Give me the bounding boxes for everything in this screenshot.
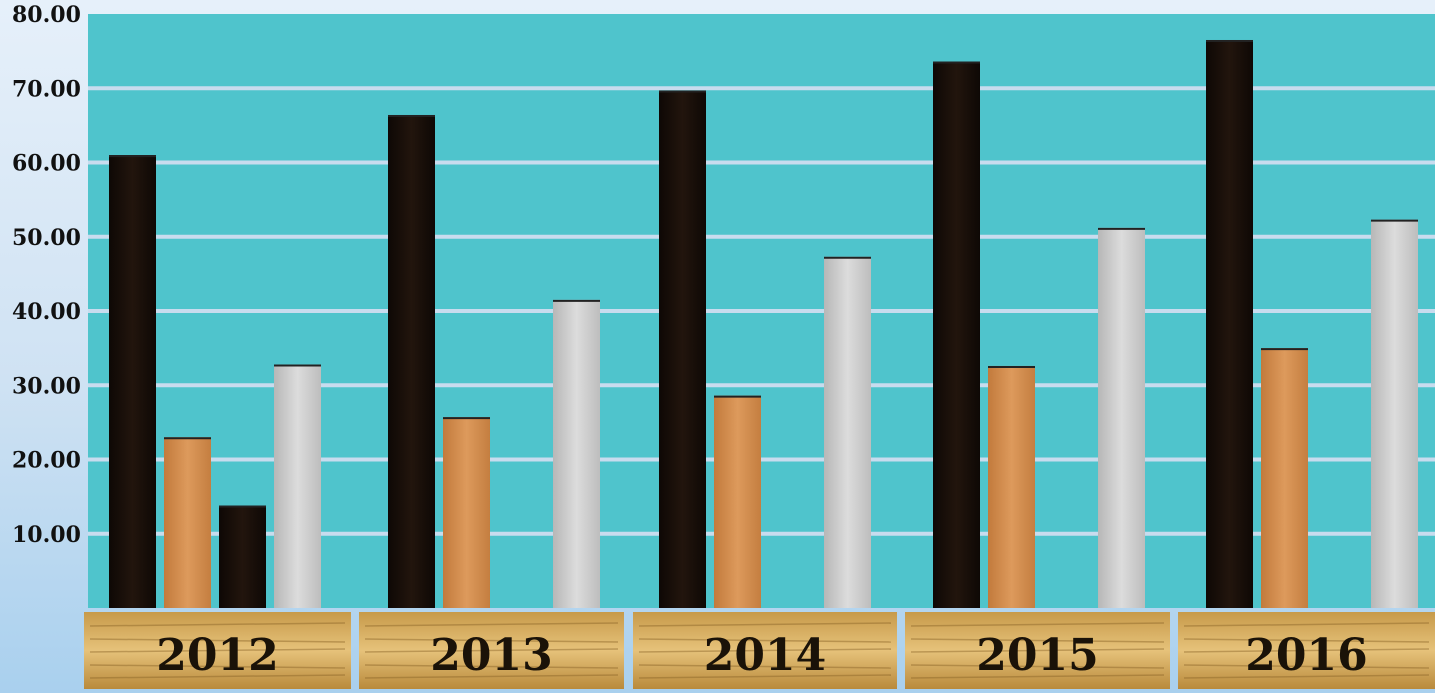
- x-axis-labels: 2012 2013 2014 2015 2016: [84, 612, 1435, 689]
- bar-2012-s2: [164, 437, 211, 608]
- wood-grain: [364, 648, 619, 653]
- wood-grain: [1183, 622, 1430, 627]
- bar-2012-s1: [109, 155, 156, 608]
- x-category-label: 2015: [976, 630, 1098, 681]
- wood-grain: [1183, 664, 1430, 669]
- bar-2013-s1: [388, 114, 435, 608]
- wood-grain: [638, 638, 892, 643]
- wood-grain: [364, 664, 619, 669]
- bar-2015-s4: [1098, 227, 1145, 608]
- y-tick-label: 50.00: [12, 225, 81, 251]
- bar-2012-s3: [219, 505, 266, 608]
- x-category-label: 2012: [156, 630, 278, 681]
- bar-2012-s4: [274, 364, 321, 608]
- wood-grain: [638, 622, 892, 627]
- wood-grain: [364, 638, 619, 643]
- y-tick-label: 80.00: [12, 2, 81, 28]
- wood-grain: [1183, 674, 1430, 679]
- wood-grain: [638, 648, 892, 653]
- bar-2016-s1: [1206, 39, 1253, 609]
- y-tick-label: 60.00: [12, 151, 81, 177]
- wood-grain: [1183, 638, 1430, 643]
- wood-grain: [1183, 648, 1430, 653]
- bar-2014-s2: [714, 395, 761, 608]
- y-tick-label: 10.00: [12, 522, 81, 548]
- wood-grain: [910, 664, 1165, 669]
- wood-grain: [89, 648, 346, 653]
- x-label-plaque: [1178, 612, 1435, 689]
- y-tick-label: 70.00: [12, 76, 81, 102]
- x-label-plaque: [905, 612, 1170, 689]
- x-category-label: 2014: [704, 630, 826, 681]
- wood-grain: [638, 664, 892, 669]
- bars: [109, 39, 1418, 609]
- wood-grain: [910, 648, 1165, 653]
- bar-2016-s2: [1261, 348, 1308, 608]
- wood-grain: [364, 674, 619, 679]
- y-tick-label: 20.00: [12, 448, 81, 474]
- wood-grain: [89, 674, 346, 679]
- x-label-plaque: [84, 612, 351, 689]
- y-tick-label: 30.00: [12, 373, 81, 399]
- wood-grain: [910, 638, 1165, 643]
- wood-grain: [638, 674, 892, 679]
- bar-2014-s4: [824, 256, 871, 608]
- x-label-plaque: [633, 612, 897, 689]
- wood-grain: [89, 638, 346, 643]
- bar-2013-s4: [553, 299, 600, 608]
- wood-grain: [89, 622, 346, 627]
- bar-2015-s2: [988, 365, 1035, 608]
- y-tick-label: 40.00: [12, 299, 81, 325]
- wood-grain: [364, 622, 619, 627]
- x-category-label: 2013: [430, 630, 552, 681]
- x-category-label: 2016: [1245, 630, 1367, 681]
- wood-grain: [910, 622, 1165, 627]
- y-axis-ticks: 10.00 20.00 30.00 40.00 50.00 60.00 70.00 80.00: [12, 2, 81, 548]
- bar-2015-s1: [933, 61, 980, 608]
- bar-2013-s2: [443, 417, 490, 608]
- bar-2014-s1: [659, 90, 706, 609]
- wood-grain: [89, 664, 346, 669]
- wood-grain: [910, 674, 1165, 679]
- x-label-plaque: [359, 612, 624, 689]
- bar-2016-s4: [1371, 219, 1418, 609]
